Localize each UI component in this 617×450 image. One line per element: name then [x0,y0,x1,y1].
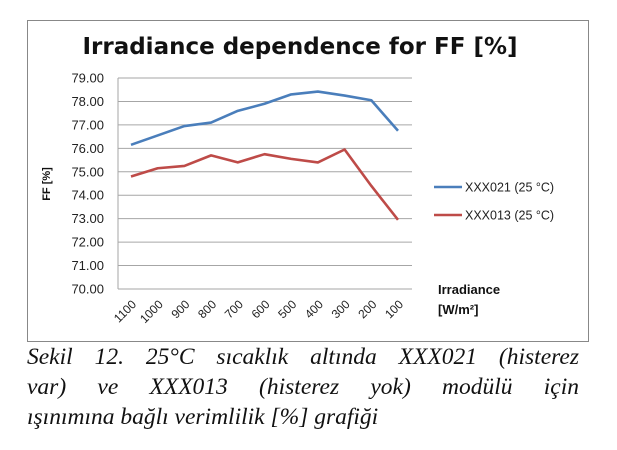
x-tick-label: 300 [329,297,353,321]
y-tick-label: 72.00 [71,235,104,250]
chart-frame [27,20,589,342]
legend-label: XXX013 (25 °C) [465,209,554,223]
x-tick-label: 200 [355,297,379,321]
x-tick-label: 500 [275,297,299,321]
y-axis-label: FF [%] [41,167,53,201]
y-tick-label: 70.00 [71,282,104,297]
x-tick-label: 1000 [137,297,166,326]
x-tick-label: 400 [302,297,326,321]
caption-line-3: ışınımına bağlı verimlilik [%] grafiği [27,404,379,430]
x-tick-label: 600 [249,297,273,321]
y-tick-label: 77.00 [71,117,104,132]
y-tick-label: 74.00 [71,188,104,203]
y-tick-label: 78.00 [71,94,104,109]
y-tick-label: 79.00 [71,71,104,86]
caption-line-2: var) ve XXX013 (histerez yok) modülü içi… [27,374,579,400]
x-tick-label: 100 [382,297,406,321]
chart-title: Irradiance dependence for FF [%] [82,34,517,60]
x-axis-label: [W/m²] [438,302,478,317]
x-tick-label: 900 [168,297,192,321]
x-tick-label: 800 [195,297,219,321]
y-tick-label: 73.00 [71,211,104,226]
ff-irradiance-chart: Irradiance dependence for FF [%] 70.00 71.… [41,34,554,326]
x-tick-label: 700 [222,297,246,321]
series-line-xxx021 [130,90,399,147]
x-tick-label: 1100 [111,297,139,325]
series-line-xxx013 [130,148,400,221]
caption-line-1: Sekil 12. 25°C sıcaklık altında XXX021 (… [27,344,579,370]
x-axis-label: Irradiance [438,282,500,297]
legend-label: XXX021 (25 °C) [465,181,554,195]
y-tick-label: 75.00 [71,164,104,179]
y-tick-label: 76.00 [71,141,104,156]
y-tick-label: 71.00 [71,258,104,273]
